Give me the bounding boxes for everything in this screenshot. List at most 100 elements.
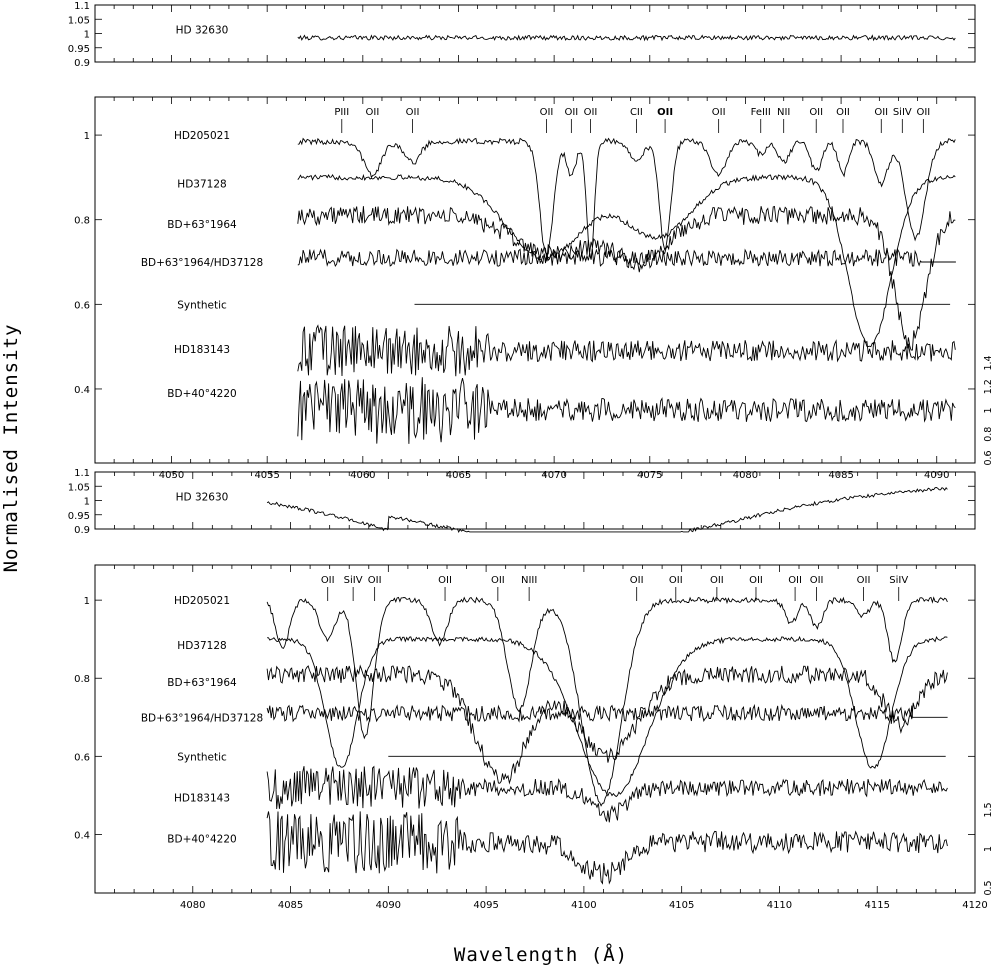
spectrum-hd183143: [266, 765, 948, 823]
line-id-label: OII: [540, 107, 554, 118]
line-id-label: OII: [916, 107, 930, 118]
spectrum-hd183143: [297, 324, 956, 377]
x-tick-label: 4090: [924, 470, 949, 481]
x-tick-label: 4095: [473, 900, 498, 911]
x-tick-label: 4090: [376, 900, 401, 911]
line-id-label: OII: [874, 107, 888, 118]
panel-b-reference-plot: 0.9 0.95 1 1.05 1.1 HD 32630: [68, 468, 976, 536]
y-tick-label: 1.1: [74, 1, 90, 12]
line-id-label: OII: [857, 575, 871, 586]
spectrum-bd-40-4220: [266, 811, 948, 885]
series-label: BD+63°1964: [167, 219, 237, 231]
right-axis-tick-label: 0.5: [983, 880, 994, 895]
y-axis-title: Normalised Intensity: [0, 324, 22, 573]
right-axis-tick-label: 0.6: [983, 450, 994, 465]
y-tick-label: 1: [84, 497, 90, 508]
line-id-label: OII: [584, 107, 598, 118]
plot-frame: [94, 564, 976, 894]
y-tick-label: 0.6: [74, 752, 90, 763]
x-tick-label: 4070: [541, 470, 566, 481]
y-tick-label: 1.05: [68, 482, 90, 493]
x-tick-label: 4060: [350, 470, 375, 481]
y-tick-label: 1: [84, 30, 90, 41]
y-tick-label: 0.8: [74, 216, 90, 227]
right-axis-tick-label: 0.8: [983, 427, 994, 442]
line-id-label: OII: [368, 575, 382, 586]
x-tick-label: 4085: [828, 470, 853, 481]
panel-a-reference-plot: 0.9 0.95 1 1.05 1.1 HD 32630: [68, 1, 976, 69]
x-tick-label: 4065: [446, 470, 471, 481]
series-label: HD205021: [174, 130, 230, 142]
series-label: BD+63°1964: [167, 677, 237, 689]
line-id-label: OII: [438, 575, 452, 586]
y-tick-label: 1: [84, 131, 90, 142]
line-id-label: CII: [630, 107, 643, 118]
line-id-label: NII: [777, 107, 790, 118]
right-axis-tick-label: 1.5: [983, 802, 994, 817]
spectrum-bd-63-1964-hd37128: [266, 703, 948, 723]
right-axis-tick-label: 1.4: [983, 355, 994, 370]
x-tick-label: 4105: [669, 900, 694, 911]
line-id-label: OII: [810, 575, 824, 586]
line-id-label: SiIV: [893, 107, 912, 118]
series-label: HD205021: [174, 595, 230, 607]
panel-a-main-plot: 4050 4055 4060 4065 4070 4075 4080 4085 4090 0.4 0…: [74, 96, 994, 481]
right-axis-tick-label: 1: [983, 407, 994, 413]
line-id-label: OII: [564, 107, 578, 118]
series-label: HD37128: [177, 179, 226, 191]
line-id-label: OII: [669, 575, 683, 586]
spectrum-bd-40-4220: [297, 377, 956, 444]
line-id-label: OII: [712, 107, 726, 118]
line-id-label: OII: [809, 107, 823, 118]
line-id-label: OII: [788, 575, 802, 586]
spectrum-hd205021: [297, 137, 956, 260]
series-label: HD 32630: [176, 492, 229, 504]
line-id-label: OII: [366, 107, 380, 118]
line-id-label: FeIII: [751, 107, 771, 118]
series-label: Synthetic: [177, 299, 227, 311]
line-id-label: OII: [749, 575, 763, 586]
series-label: HD183143: [174, 344, 230, 356]
series-label: HD37128: [177, 640, 226, 652]
spectrum-hd37128: [267, 635, 948, 798]
line-id-label: NIII: [521, 575, 537, 586]
x-tick-label: 4100: [571, 900, 596, 911]
x-axis-title: Wavelength (Å): [454, 943, 628, 966]
series-label: HD 32630: [176, 25, 229, 37]
spectrum-bd-63-1964-hd37128: [297, 247, 956, 268]
line-id-label: OII: [657, 107, 673, 118]
x-tick-label: 4085: [278, 900, 303, 911]
x-tick-label: 4115: [864, 900, 889, 911]
line-id-label: OII: [710, 575, 724, 586]
series-label: BD+40°4220: [167, 388, 236, 400]
right-axis-tick-label: 1.2: [983, 379, 994, 394]
line-id-label: SiIV: [889, 575, 908, 586]
y-tick-label: 0.4: [74, 830, 90, 841]
x-tick-label: 4110: [767, 900, 792, 911]
spectrum-hd-32630: [266, 487, 948, 533]
series-label: BD+63°1964/HD37128: [141, 257, 263, 269]
x-tick-label: 4080: [180, 900, 205, 911]
line-id-label: SiIV: [344, 575, 363, 586]
y-tick-label: 0.8: [74, 674, 90, 685]
x-tick-label: 4055: [254, 470, 279, 481]
panel-b-main-plot: 4080 4085 4090 4095 4100 4105 4110 4115 4120 0.4 0…: [74, 564, 994, 911]
spectrum-hd37128: [297, 173, 956, 348]
y-tick-label: 0.4: [74, 385, 90, 396]
x-tick-label: 4120: [962, 900, 987, 911]
line-id-label: OII: [630, 575, 644, 586]
series-label: BD+40°4220: [167, 833, 236, 845]
series-label: HD183143: [174, 792, 230, 804]
line-id-label: PIII: [334, 107, 349, 118]
line-id-label: OII: [406, 107, 420, 118]
line-id-label: OII: [491, 575, 505, 586]
right-axis-tick-label: 1: [983, 846, 994, 852]
x-tick-label: 4075: [637, 470, 662, 481]
y-tick-label: 0.9: [74, 58, 90, 69]
x-tick-label: 4080: [733, 470, 758, 481]
spectrum-bd-63-1964: [297, 205, 956, 351]
series-label: Synthetic: [177, 751, 227, 763]
x-tick-label: 4050: [159, 470, 184, 481]
